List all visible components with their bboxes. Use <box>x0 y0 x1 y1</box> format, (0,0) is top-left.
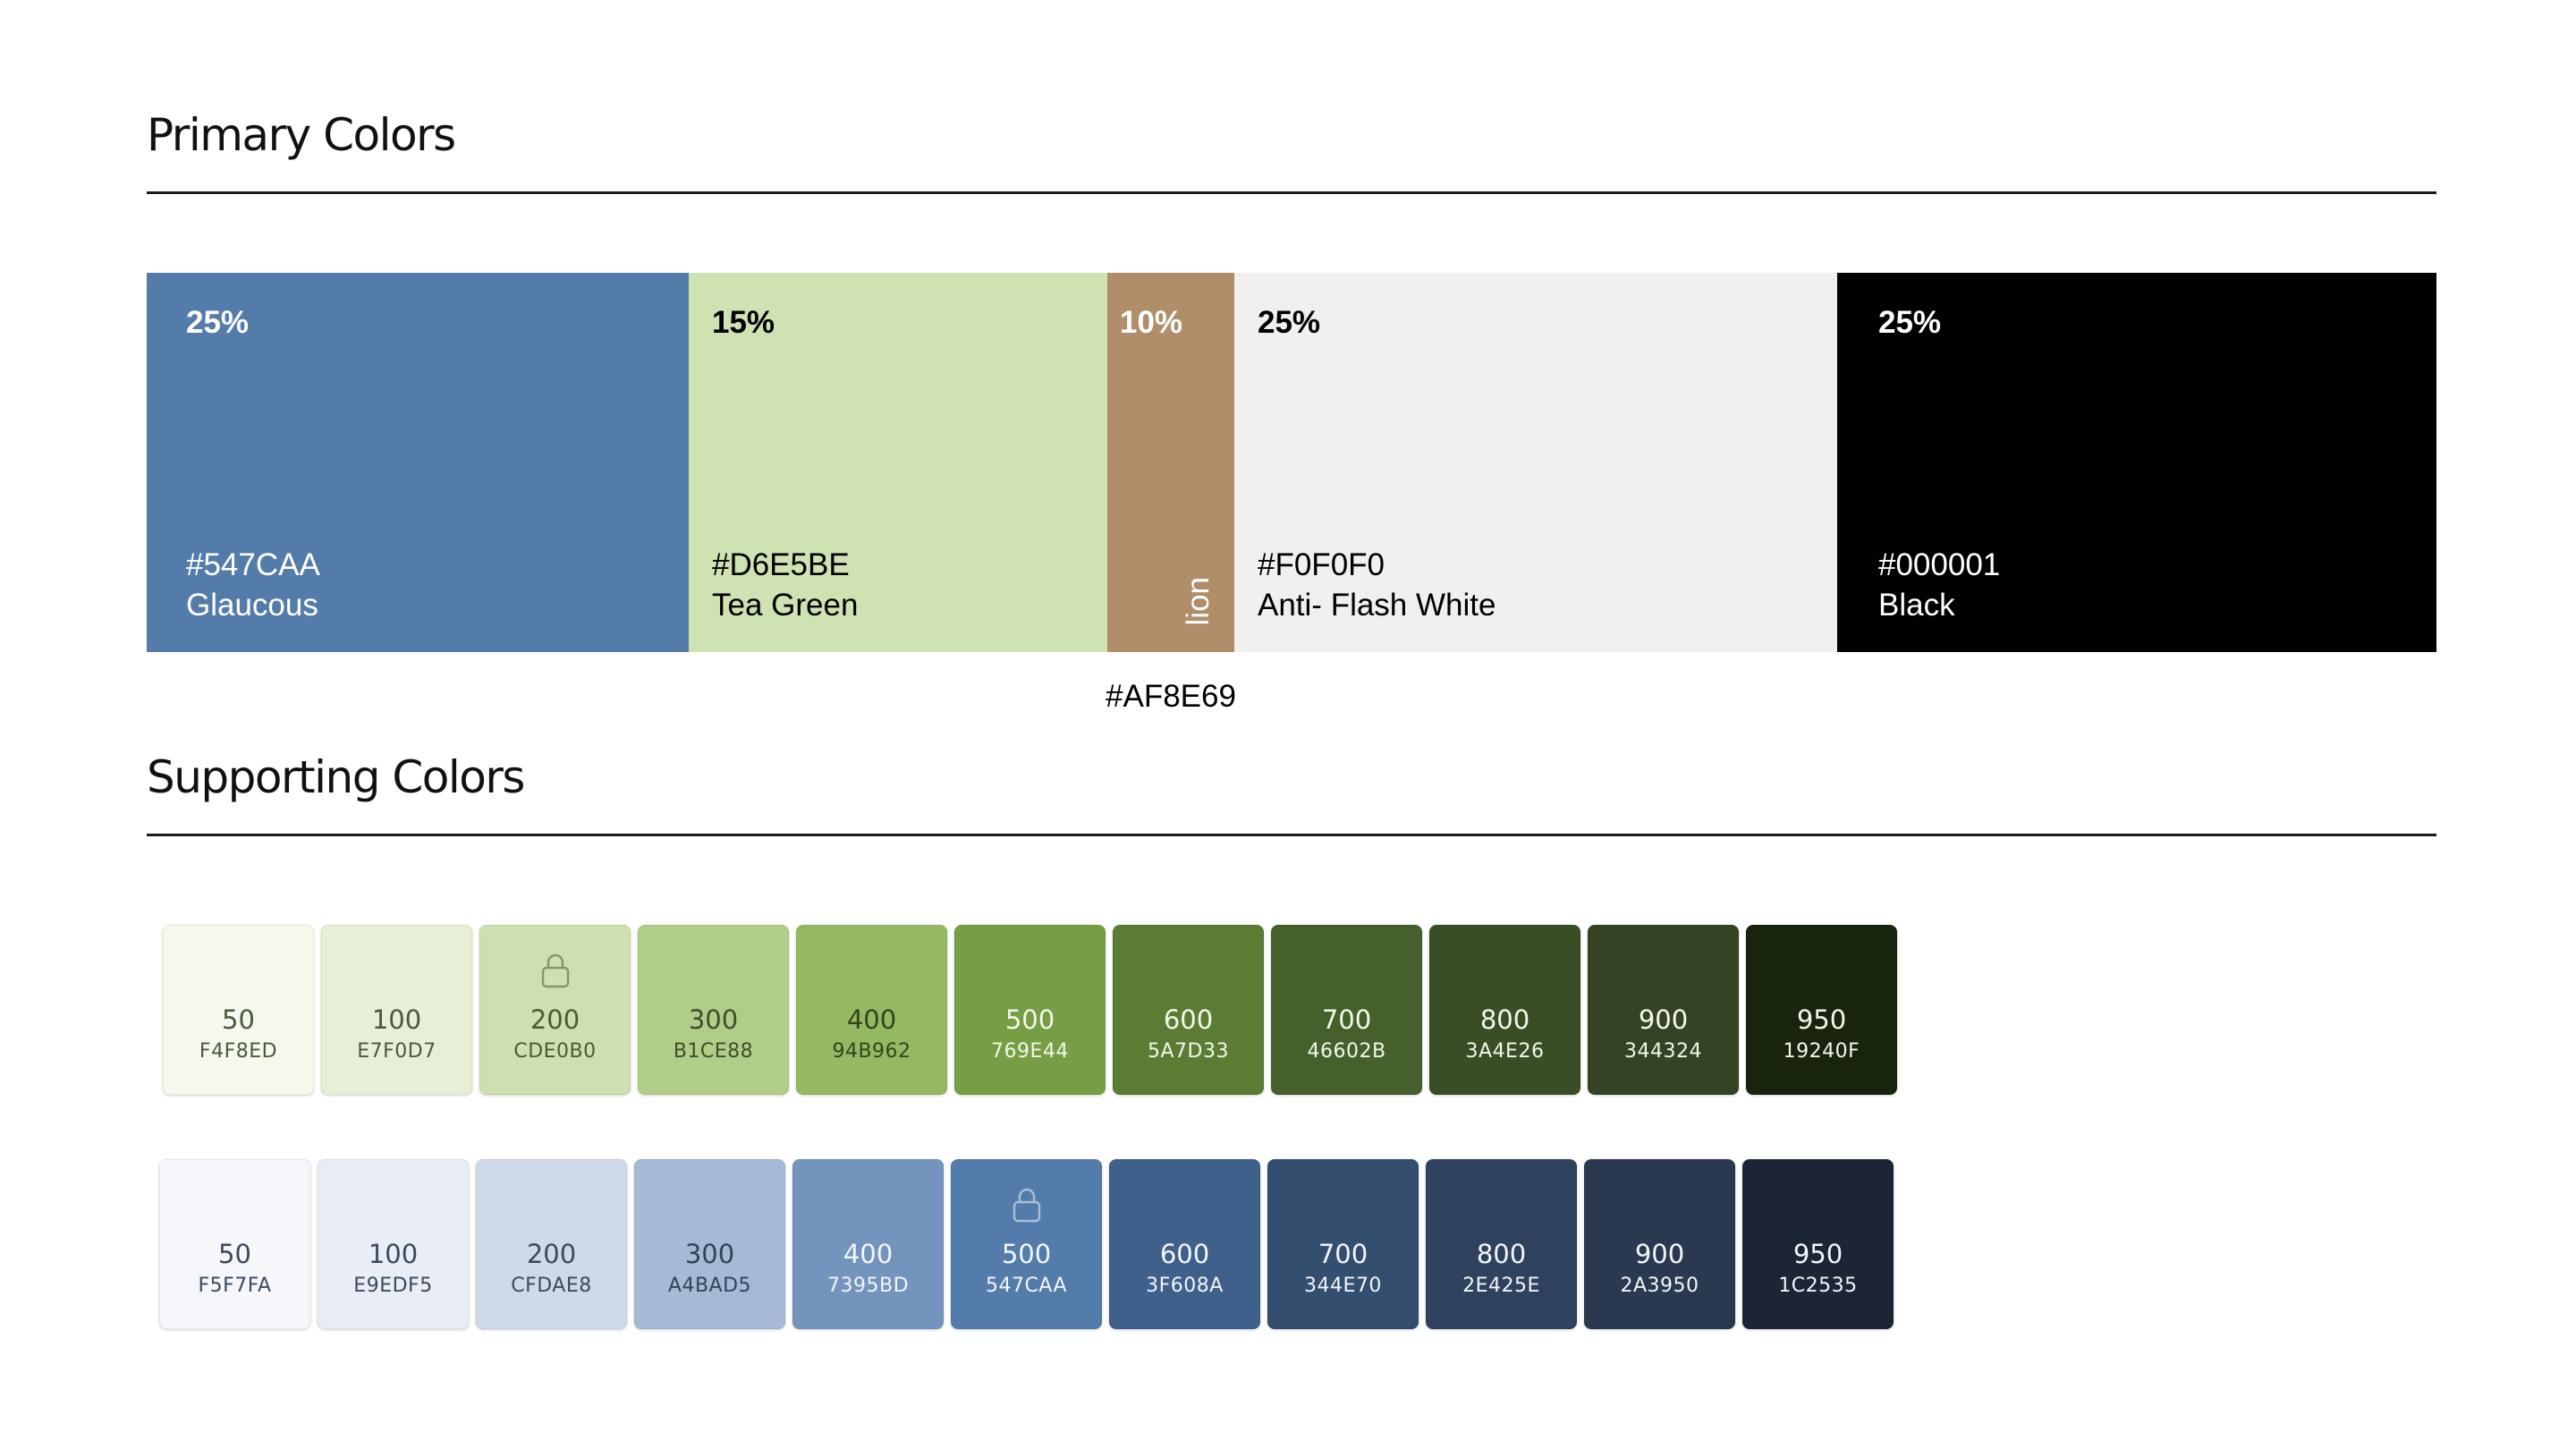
swatch-name: Black <box>1878 585 2000 625</box>
primary-swatch-tea-green[interactable]: 15% #D6E5BE Tea Green <box>689 273 1107 652</box>
tile-step: 400 <box>797 1004 946 1035</box>
green-scale-tile-700[interactable]: 700 46602B <box>1271 925 1422 1095</box>
green-scale-tile-200[interactable]: 200 CDE0B0 <box>479 925 631 1095</box>
tile-step: 900 <box>1585 1239 1734 1269</box>
tile-hex: 3F608A <box>1110 1275 1259 1298</box>
swatch-percent: 25% <box>186 305 249 341</box>
swatch-hex: #547CAA <box>186 545 320 585</box>
tile-hex: 46602B <box>1272 1040 1421 1063</box>
primary-swatch-glaucous[interactable]: 25% #547CAA Glaucous <box>147 273 689 652</box>
green-scale-tile-500[interactable]: 500 769E44 <box>954 925 1106 1095</box>
tile-hex: F4F8ED <box>164 1040 313 1063</box>
swatch-name: Glaucous <box>186 585 320 625</box>
swatch-info: #D6E5BE Tea Green <box>712 545 858 625</box>
swatch-percent: 25% <box>1258 305 1320 341</box>
primary-colors-title: Primary Colors <box>147 109 455 161</box>
tile-step: 200 <box>477 1239 626 1269</box>
tile-hex: 769E44 <box>955 1040 1105 1063</box>
green-scale-tile-800[interactable]: 800 3A4E26 <box>1429 925 1580 1095</box>
tile-hex: E7F0D7 <box>322 1040 471 1063</box>
tile-hex: A4BAD5 <box>635 1275 784 1298</box>
tile-step: 800 <box>1427 1239 1576 1269</box>
tile-hex: CDE0B0 <box>480 1040 630 1063</box>
green-scale-tile-950[interactable]: 950 19240F <box>1746 925 1897 1095</box>
tile-step: 900 <box>1589 1004 1738 1035</box>
swatch-name: lion <box>1181 577 1216 625</box>
primary-divider <box>147 191 2436 194</box>
tile-step: 100 <box>322 1004 471 1035</box>
swatch-hex: #000001 <box>1878 545 2000 585</box>
tile-step: 600 <box>1110 1239 1259 1269</box>
blue-scale-tile-900[interactable]: 900 2A3950 <box>1584 1159 1735 1329</box>
swatch-hex: #F0F0F0 <box>1258 545 1496 585</box>
tile-hex: 344324 <box>1589 1040 1738 1063</box>
tile-step: 100 <box>318 1239 468 1269</box>
tile-step: 200 <box>480 1004 630 1035</box>
tile-hex: 344E70 <box>1268 1275 1418 1298</box>
tile-hex: B1CE88 <box>639 1040 788 1063</box>
green-scale-tile-300[interactable]: 300 B1CE88 <box>638 925 789 1095</box>
tile-step: 500 <box>952 1239 1101 1269</box>
swatch-hex: #D6E5BE <box>712 545 858 585</box>
primary-color-bar: 25% #547CAA Glaucous 15% #D6E5BE Tea Gre… <box>147 273 2436 652</box>
green-scale-tile-600[interactable]: 600 5A7D33 <box>1113 925 1264 1095</box>
blue-scale-tile-800[interactable]: 800 2E425E <box>1426 1159 1577 1329</box>
tile-hex: 94B962 <box>797 1040 946 1063</box>
primary-swatch-lion[interactable]: 10% lion #AF8E69 <box>1107 273 1234 652</box>
tile-step: 950 <box>1747 1004 1896 1035</box>
swatch-percent: 10% <box>1120 305 1182 341</box>
tile-hex: 2A3950 <box>1585 1275 1734 1298</box>
supporting-divider <box>147 834 2436 836</box>
green-scale-tile-400[interactable]: 400 94B962 <box>796 925 947 1095</box>
tile-hex: F5F7FA <box>160 1275 309 1298</box>
blue-scale-tile-100[interactable]: 100 E9EDF5 <box>318 1159 469 1329</box>
tile-hex: 19240F <box>1747 1040 1896 1063</box>
green-scale-tile-100[interactable]: 100 E7F0D7 <box>321 925 472 1095</box>
tile-step: 800 <box>1430 1004 1580 1035</box>
tile-hex: 1C2535 <box>1743 1275 1893 1298</box>
lock-icon <box>1012 1187 1042 1223</box>
blue-scale-row: 50 F5F7FA 100 E9EDF5 200 CFDAE8 300 A4BAD5 400 73… <box>159 1159 1894 1329</box>
tile-step: 700 <box>1268 1239 1418 1269</box>
swatch-hex: #AF8E69 <box>1106 679 1236 715</box>
supporting-colors-title: Supporting Colors <box>147 751 524 803</box>
tile-step: 50 <box>164 1004 313 1035</box>
blue-scale-tile-950[interactable]: 950 1C2535 <box>1742 1159 1894 1329</box>
blue-scale-tile-600[interactable]: 600 3F608A <box>1109 1159 1260 1329</box>
blue-scale-tile-300[interactable]: 300 A4BAD5 <box>634 1159 785 1329</box>
primary-swatch-black[interactable]: 25% #000001 Black <box>1837 273 2436 652</box>
swatch-info: #F0F0F0 Anti- Flash White <box>1258 545 1496 625</box>
blue-scale-tile-50[interactable]: 50 F5F7FA <box>159 1159 310 1329</box>
green-scale-tile-900[interactable]: 900 344324 <box>1588 925 1739 1095</box>
swatch-percent: 15% <box>712 305 775 341</box>
tile-hex: 547CAA <box>952 1275 1101 1298</box>
blue-scale-tile-700[interactable]: 700 344E70 <box>1267 1159 1419 1329</box>
lock-icon <box>540 953 571 988</box>
tile-step: 300 <box>635 1239 784 1269</box>
tile-step: 600 <box>1114 1004 1263 1035</box>
primary-swatch-anti-flash-white[interactable]: 25% #F0F0F0 Anti- Flash White <box>1234 273 1837 652</box>
swatch-info: #547CAA Glaucous <box>186 545 320 625</box>
swatch-name: Anti- Flash White <box>1258 585 1496 625</box>
green-scale-row: 50 F4F8ED 100 E7F0D7 200 CDE0B0 300 B1CE88 400 94… <box>163 925 1897 1095</box>
blue-scale-tile-500[interactable]: 500 547CAA <box>951 1159 1102 1329</box>
swatch-name: Tea Green <box>712 585 858 625</box>
tile-step: 300 <box>639 1004 788 1035</box>
tile-hex: 2E425E <box>1427 1275 1576 1298</box>
tile-hex: 3A4E26 <box>1430 1040 1580 1063</box>
tile-step: 400 <box>793 1239 943 1269</box>
tile-step: 700 <box>1272 1004 1421 1035</box>
green-scale-tile-50[interactable]: 50 F4F8ED <box>163 925 314 1095</box>
tile-step: 950 <box>1743 1239 1893 1269</box>
tile-hex: E9EDF5 <box>318 1275 468 1298</box>
tile-hex: 5A7D33 <box>1114 1040 1263 1063</box>
swatch-percent: 25% <box>1878 305 1941 341</box>
tile-hex: 7395BD <box>793 1275 943 1298</box>
blue-scale-tile-400[interactable]: 400 7395BD <box>792 1159 944 1329</box>
tile-hex: CFDAE8 <box>477 1275 626 1298</box>
blue-scale-tile-200[interactable]: 200 CFDAE8 <box>476 1159 627 1329</box>
tile-step: 50 <box>160 1239 309 1269</box>
swatch-info: #000001 Black <box>1878 545 2000 625</box>
tile-step: 500 <box>955 1004 1105 1035</box>
